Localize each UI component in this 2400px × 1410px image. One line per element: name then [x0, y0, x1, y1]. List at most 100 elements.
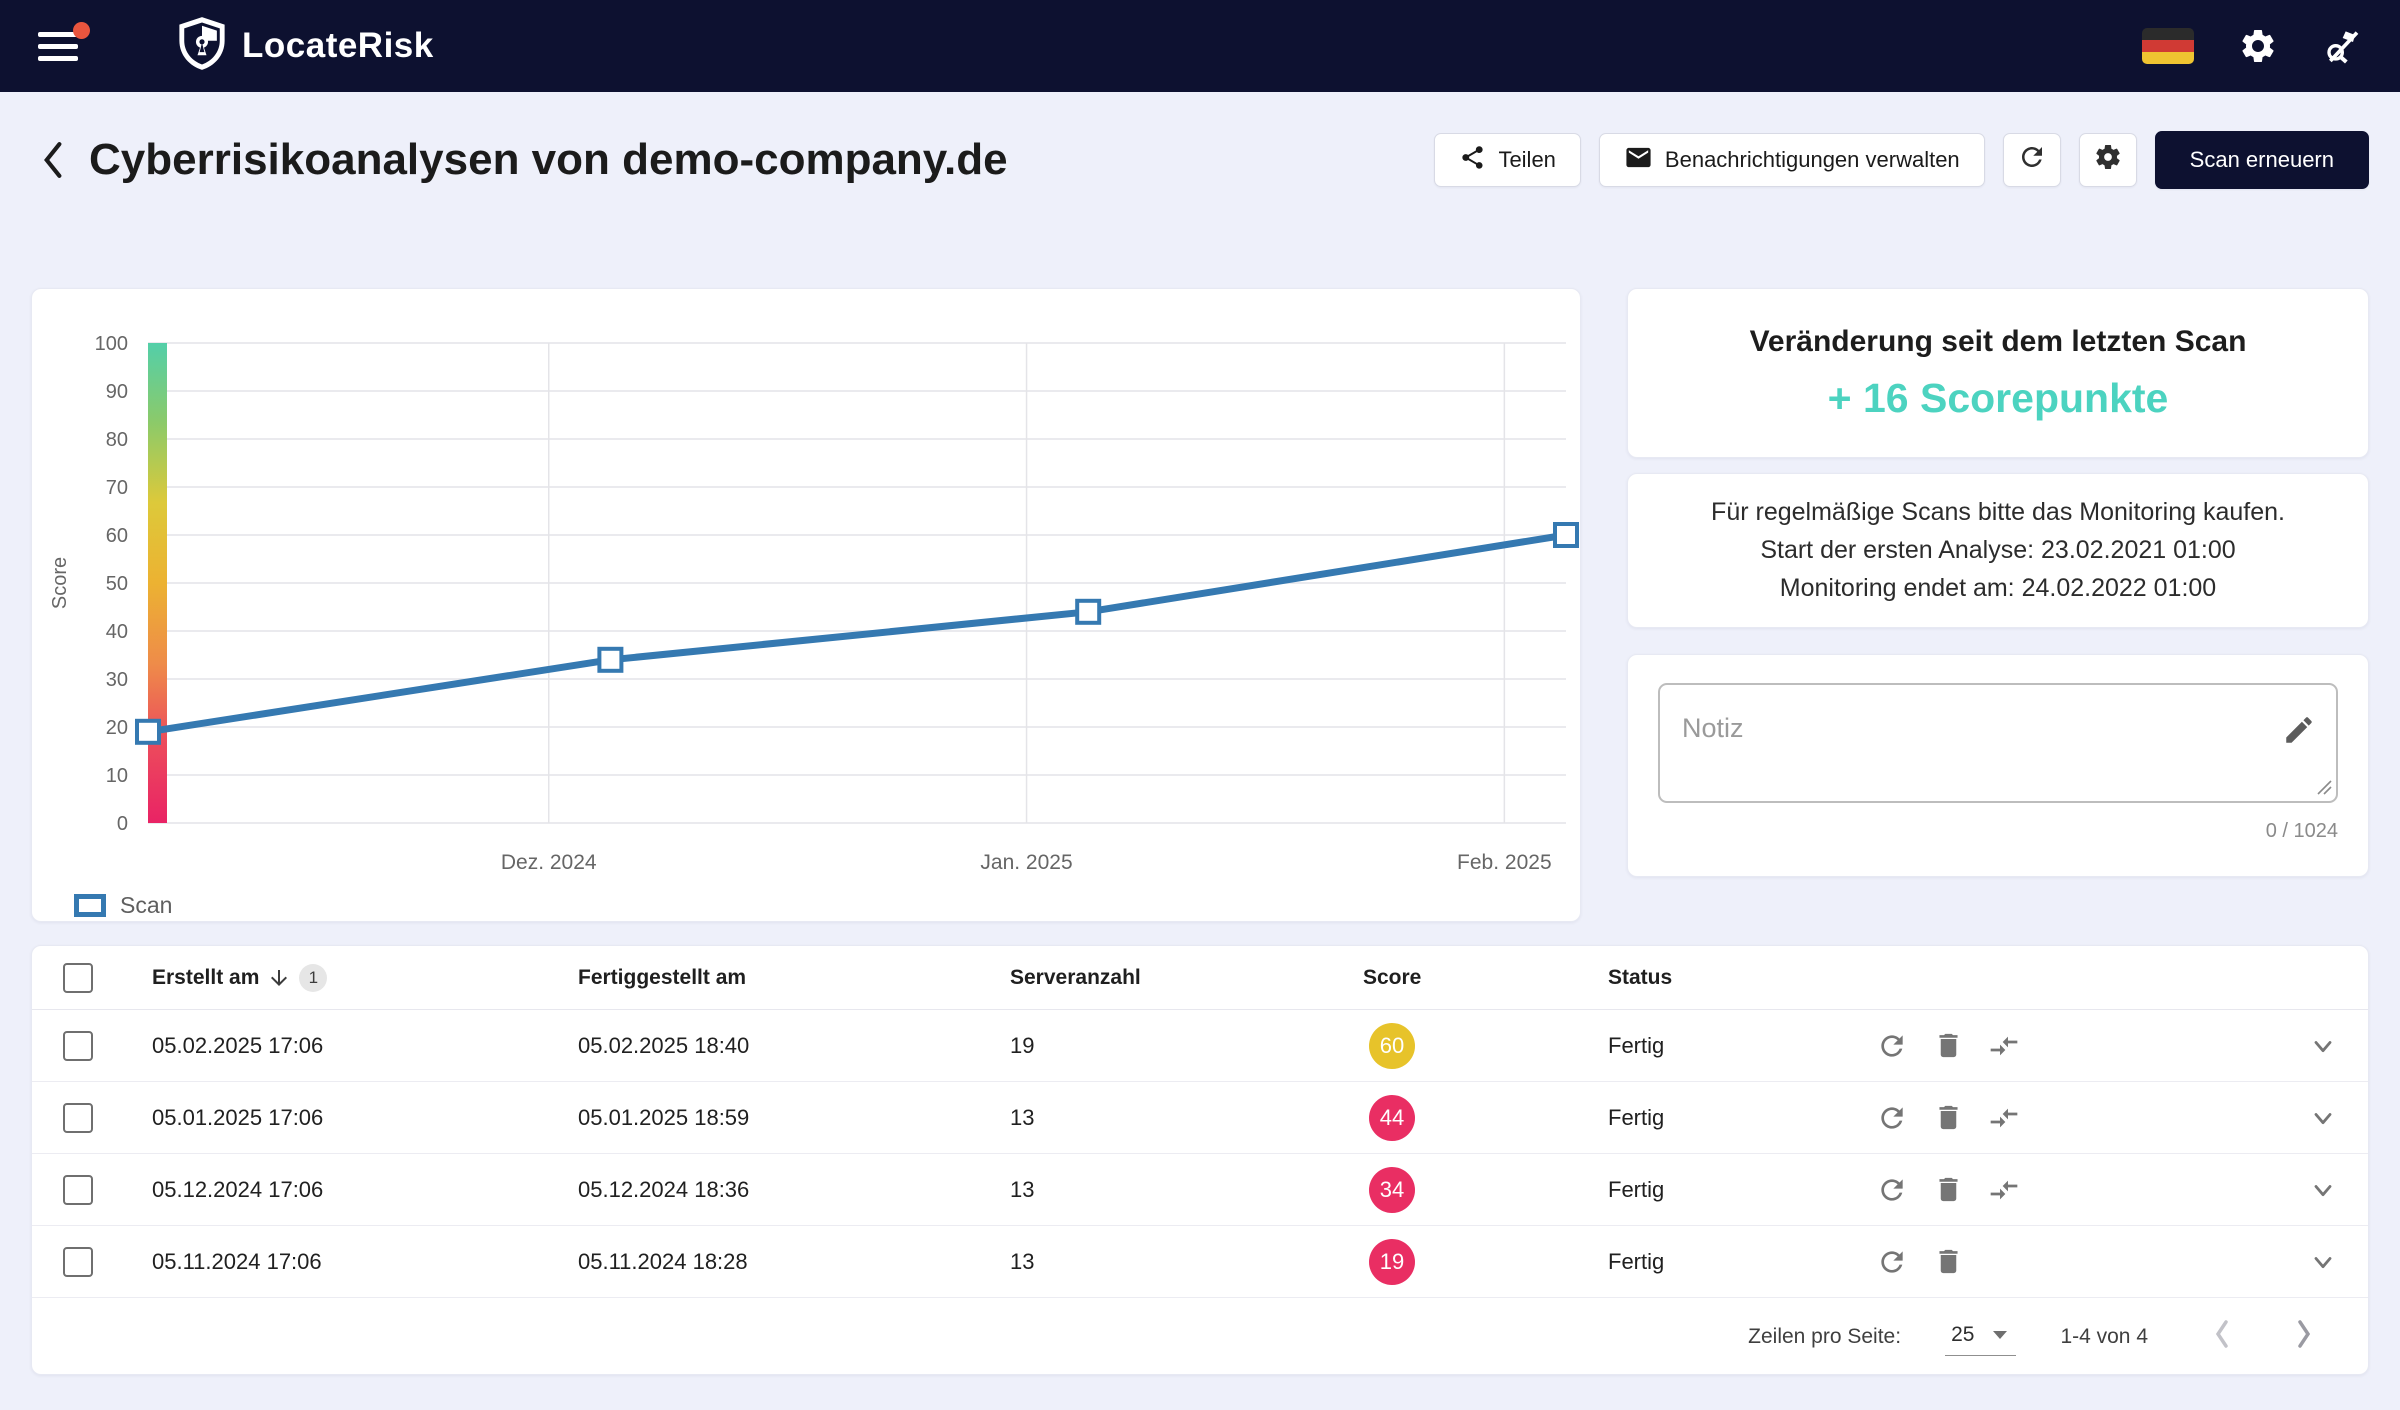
row-refresh-icon-button[interactable] [1874, 1244, 1910, 1280]
svg-text:60: 60 [106, 525, 128, 547]
row-refresh-icon-button[interactable] [1874, 1100, 1910, 1136]
search-off-icon[interactable] [2322, 26, 2362, 66]
table-row: 05.12.2024 17:06 05.12.2024 18:36 13 34 … [32, 1154, 2368, 1226]
table-row: 05.01.2025 17:06 05.01.2025 18:59 13 44 … [32, 1082, 2368, 1154]
notification-dot [73, 22, 90, 39]
row-expand-chevron-icon[interactable] [2278, 1176, 2368, 1204]
svg-text:Dez. 2024: Dez. 2024 [501, 851, 597, 874]
rows-per-page-select[interactable]: 25 [1945, 1319, 2017, 1356]
share-icon [1459, 144, 1486, 177]
svg-text:0: 0 [117, 813, 128, 835]
score-change-card: Veränderung seit dem letzten Scan + 16 S… [1627, 288, 2369, 458]
column-header-created[interactable]: Erstellt am 1 [152, 963, 578, 992]
select-all-checkbox[interactable] [63, 962, 93, 993]
back-icon[interactable] [31, 138, 75, 182]
table-footer: Zeilen pro Seite: 25 1-4 von 4 [32, 1298, 2368, 1374]
cell-finished: 05.11.2024 18:28 [578, 1248, 748, 1274]
svg-text:70: 70 [106, 477, 128, 499]
cell-servers: 19 [1010, 1032, 1035, 1058]
svg-text:10: 10 [106, 765, 128, 787]
scans-table: Erstellt am 1 Fertiggestellt am Serveran… [31, 945, 2369, 1375]
row-delete-icon-button[interactable] [1930, 1028, 1966, 1064]
note-card: 0 / 1024 [1627, 654, 2369, 877]
cell-created: 05.11.2024 17:06 [152, 1248, 322, 1274]
svg-text:Jan. 2025: Jan. 2025 [980, 851, 1072, 874]
column-header-finished[interactable]: Fertiggestellt am [578, 965, 747, 989]
edit-pencil-icon[interactable] [2282, 713, 2316, 752]
refresh-icon [2017, 142, 2047, 178]
row-delete-icon-button[interactable] [1930, 1172, 1966, 1208]
score-badge: 44 [1369, 1094, 1415, 1141]
svg-text:80: 80 [106, 429, 128, 451]
cell-created: 05.12.2024 17:06 [152, 1176, 324, 1202]
monitoring-start: Start der ersten Analyse: 23.02.2021 01:… [1760, 536, 2236, 564]
share-button[interactable]: Teilen [1434, 133, 1581, 187]
row-compare-icon-button[interactable] [1986, 1100, 2022, 1136]
shield-logo-icon [176, 16, 228, 77]
svg-text:40: 40 [106, 621, 128, 643]
row-expand-chevron-icon[interactable] [2278, 1248, 2368, 1276]
row-checkbox[interactable] [63, 1102, 93, 1133]
sort-arrow-down-icon [271, 969, 288, 986]
next-page-button[interactable] [2292, 1318, 2316, 1356]
row-delete-icon-button[interactable] [1930, 1100, 1966, 1136]
column-header-score[interactable]: Score [1363, 965, 1422, 989]
cell-servers: 13 [1010, 1176, 1035, 1202]
dropdown-caret-icon [1993, 1330, 2008, 1339]
manage-notifications-button[interactable]: Benachrichtigungen verwalten [1598, 133, 1985, 187]
pagination-range-label: 1-4 von 4 [2060, 1325, 2148, 1348]
svg-text:Feb. 2025: Feb. 2025 [1457, 851, 1552, 874]
column-label-created: Erstellt am [152, 965, 260, 989]
monitoring-hint: Für regelmäßige Scans bitte das Monitori… [1711, 498, 2285, 526]
row-refresh-icon-button[interactable] [1874, 1028, 1910, 1064]
language-flag-icon[interactable] [2142, 28, 2194, 64]
rows-per-page-value: 25 [1951, 1322, 1975, 1346]
resize-handle-icon[interactable] [2314, 777, 2332, 800]
brand-logo[interactable]: LocateRisk [176, 16, 434, 77]
row-checkbox[interactable] [63, 1030, 93, 1061]
column-header-servers[interactable]: Serveranzahl [1010, 965, 1141, 989]
mail-icon [1624, 143, 1653, 178]
cell-status: Fertig [1608, 1248, 1665, 1274]
row-delete-icon-button[interactable] [1930, 1244, 1966, 1280]
cell-servers: 13 [1010, 1248, 1035, 1274]
score-badge: 19 [1369, 1238, 1415, 1285]
cell-status: Fertig [1608, 1032, 1665, 1058]
row-expand-chevron-icon[interactable] [2278, 1104, 2368, 1132]
svg-text:20: 20 [106, 717, 128, 739]
score-history-card: 0 10 20 30 40 50 60 70 80 90 100 Dez. 2024 Jan. 2025… [31, 288, 1581, 922]
svg-text:100: 100 [95, 333, 128, 355]
chart-legend[interactable]: Scan [74, 892, 1580, 919]
row-compare-icon-button[interactable] [1986, 1172, 2022, 1208]
table-row: 05.11.2024 17:06 05.11.2024 18:28 13 19 … [32, 1226, 2368, 1298]
row-refresh-icon-button[interactable] [1874, 1172, 1910, 1208]
score-badge: 60 [1369, 1022, 1415, 1069]
cell-finished: 05.12.2024 18:36 [578, 1176, 750, 1202]
svg-text:90: 90 [106, 381, 128, 403]
row-checkbox[interactable] [63, 1174, 93, 1205]
column-header-status[interactable]: Status [1608, 965, 1673, 989]
page-title: Cyberrisikoanalysen von demo-company.de [89, 135, 1008, 184]
brand-name: LocateRisk [242, 26, 434, 65]
cell-status: Fertig [1608, 1104, 1665, 1130]
settings-icon[interactable] [2238, 26, 2278, 66]
prev-page-button[interactable] [2210, 1318, 2234, 1356]
rescan-button[interactable]: Scan erneuern [2154, 131, 2369, 189]
cell-servers: 13 [1010, 1104, 1035, 1130]
row-expand-chevron-icon[interactable] [2278, 1032, 2368, 1060]
legend-label: Scan [120, 892, 173, 918]
score-badge: 34 [1369, 1166, 1415, 1213]
cell-finished: 05.01.2025 18:59 [578, 1104, 750, 1130]
monitoring-info-card: Für regelmäßige Scans bitte das Monitori… [1627, 473, 2369, 628]
scan-settings-button[interactable] [2078, 133, 2137, 187]
svg-text:Score: Score [49, 557, 71, 609]
menu-icon[interactable] [38, 22, 90, 66]
row-compare-icon-button[interactable] [1986, 1028, 2022, 1064]
row-checkbox[interactable] [63, 1246, 93, 1277]
score-change-title: Veränderung seit dem letzten Scan [1749, 324, 2247, 358]
note-input[interactable] [1658, 683, 2338, 803]
legend-swatch-icon [74, 894, 106, 917]
refresh-button[interactable] [2002, 133, 2061, 187]
navbar: LocateRisk [0, 0, 2400, 92]
cell-finished: 05.02.2025 18:40 [578, 1032, 750, 1058]
